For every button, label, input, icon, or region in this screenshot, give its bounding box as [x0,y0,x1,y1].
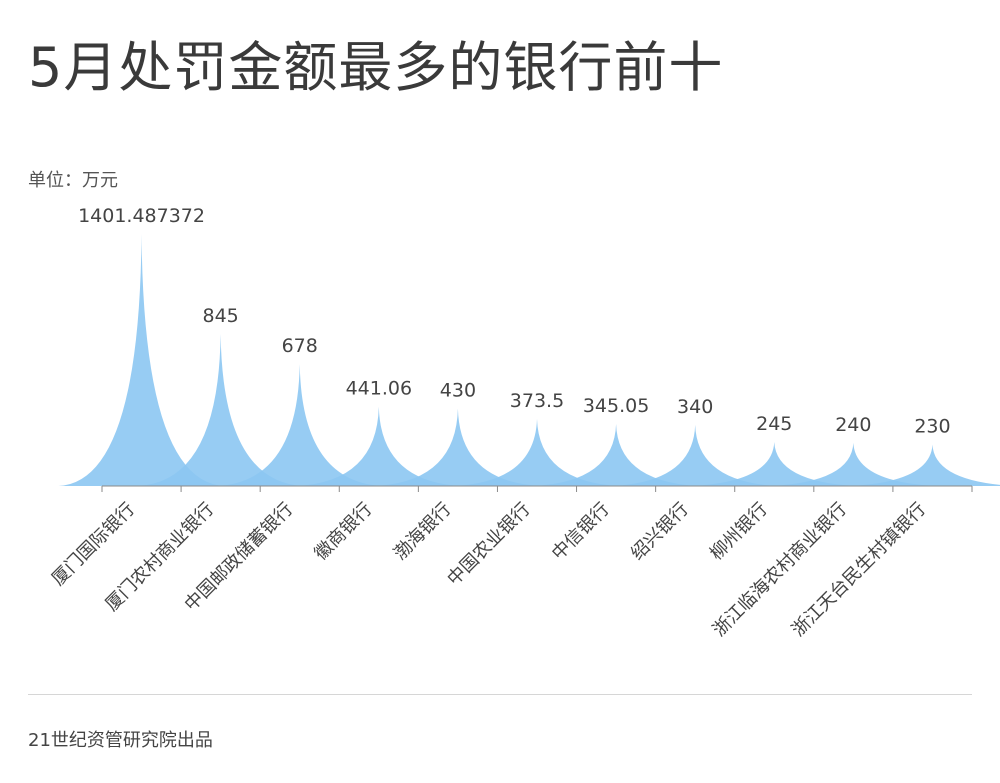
category-label-9: 浙江临海农村商业银行 [709,499,851,641]
peak-1 [137,334,304,486]
category-label-6: 中信银行 [548,499,614,565]
peak-4 [374,408,541,486]
value-label-7: 340 [677,396,713,418]
value-label-0: 1401.487372 [78,205,205,227]
value-label-6: 345.05 [583,395,649,417]
peak-5 [453,418,621,486]
category-label-3: 徽商银行 [311,499,377,565]
peak-3 [295,406,462,486]
chart-title: 5月处罚金额最多的银行前十 [28,36,724,99]
value-label-1: 845 [203,305,239,327]
category-label-5: 中国农业银行 [443,499,534,590]
value-label-4: 430 [440,380,476,402]
footer-divider [28,694,972,695]
peak-0 [58,234,225,486]
value-label-3: 441.06 [346,378,412,400]
value-label-8: 245 [756,413,792,435]
value-label-5: 373.5 [510,390,564,412]
peak-7 [612,424,779,486]
source-credit: 21世纪资管研究院出品 [28,730,213,751]
value-label-10: 230 [914,416,950,438]
peak-10 [849,444,1000,486]
peak-6 [533,423,700,486]
peak-2 [216,364,383,486]
peak-8 [691,441,858,486]
value-label-2: 678 [282,335,318,357]
category-label-4: 渤海银行 [390,499,456,565]
category-label-7: 绍兴银行 [627,499,693,565]
bank-penalty-chart: 1401.487372 845 678 441.06 430 373.5 345.05 340… [48,205,1000,641]
unit-label: 单位：万元 [28,170,118,191]
category-label-8: 柳州银行 [706,499,772,565]
peak-9 [770,442,937,486]
tick-layer [101,486,973,492]
category-label-10: 浙江天台民生村镇银行 [788,499,930,641]
peaks-layer [58,234,1000,486]
value-labels-layer: 1401.487372 845 678 441.06 430 373.5 345.05 340… [78,205,951,438]
value-label-9: 240 [835,414,871,436]
